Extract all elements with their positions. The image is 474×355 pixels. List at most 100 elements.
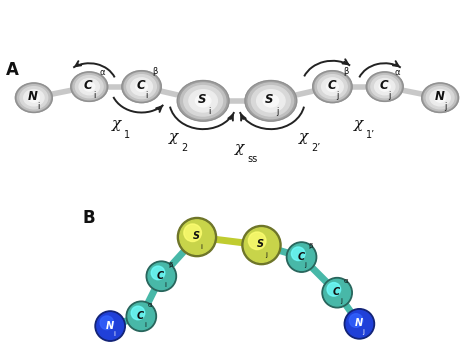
Circle shape [242,225,281,264]
Ellipse shape [366,72,403,102]
Text: i: i [93,91,95,100]
Text: i: i [37,102,40,111]
Ellipse shape [177,81,229,121]
Text: N: N [355,318,363,328]
Ellipse shape [136,82,147,92]
Text: j: j [444,102,446,111]
Circle shape [324,279,350,306]
Ellipse shape [75,76,103,98]
Text: N: N [434,91,444,104]
Text: C: C [157,271,164,281]
Text: C: C [333,287,340,297]
Circle shape [177,218,217,257]
Text: i: i [164,282,166,288]
Text: i: i [146,92,148,100]
Ellipse shape [79,78,100,95]
Ellipse shape [422,83,459,113]
Circle shape [349,314,363,327]
Text: β: β [168,262,173,268]
Text: N: N [105,321,113,331]
Text: χ: χ [354,117,363,131]
Text: j: j [363,329,365,335]
Ellipse shape [430,89,450,106]
Text: β: β [309,243,313,249]
Text: ss: ss [247,154,258,164]
Ellipse shape [371,76,399,98]
Text: χ: χ [299,130,308,144]
Ellipse shape [435,93,446,102]
Text: B: B [82,209,95,228]
Ellipse shape [379,82,390,91]
Text: j: j [337,92,339,100]
Text: α: α [148,302,153,308]
Circle shape [346,311,373,337]
Circle shape [344,309,374,339]
Ellipse shape [28,93,39,102]
Text: A: A [6,61,19,79]
Ellipse shape [127,75,156,99]
Text: i: i [113,331,115,337]
Text: C: C [137,311,144,321]
Circle shape [180,220,214,254]
Circle shape [131,306,145,320]
Ellipse shape [263,95,279,107]
Ellipse shape [426,87,454,109]
Text: β: β [343,67,348,76]
Ellipse shape [424,85,456,111]
Text: α: α [344,278,348,284]
Ellipse shape [315,72,350,101]
Text: χ: χ [235,141,245,155]
Circle shape [151,266,165,280]
Text: α: α [100,68,105,77]
Text: i: i [201,244,203,250]
Circle shape [100,316,114,329]
Text: N: N [28,91,38,104]
Text: j: j [276,107,278,116]
Ellipse shape [15,83,52,113]
Text: C: C [297,252,304,262]
Ellipse shape [71,72,108,102]
Circle shape [148,263,174,290]
Ellipse shape [124,72,159,101]
Circle shape [244,228,279,262]
Text: S: S [198,93,206,106]
Ellipse shape [84,82,95,91]
Circle shape [146,261,176,291]
Ellipse shape [248,83,293,119]
Ellipse shape [245,81,297,121]
Ellipse shape [368,73,401,100]
Text: j: j [265,252,267,258]
Circle shape [248,232,266,250]
Ellipse shape [18,85,50,111]
Ellipse shape [189,90,218,112]
Ellipse shape [131,78,153,95]
Circle shape [184,224,201,241]
Circle shape [128,303,155,329]
Text: j: j [340,298,342,304]
Text: 2’: 2’ [311,143,320,153]
Ellipse shape [321,78,343,95]
Text: C: C [327,80,336,92]
Circle shape [288,244,315,271]
Circle shape [126,301,156,332]
Text: α: α [395,68,401,77]
Text: 2: 2 [182,143,188,153]
Text: i: i [208,107,210,116]
Text: C: C [84,80,92,92]
Circle shape [322,278,352,308]
Ellipse shape [122,71,161,103]
Ellipse shape [181,83,226,119]
Text: S: S [257,240,264,250]
Text: C: C [380,80,388,92]
Text: S: S [265,93,274,106]
Text: i: i [145,322,146,328]
Text: χ: χ [112,117,121,131]
Ellipse shape [313,71,352,103]
Ellipse shape [24,89,44,106]
Text: χ: χ [169,130,179,144]
Text: C: C [137,80,145,92]
Circle shape [327,283,341,296]
Circle shape [95,311,125,341]
Ellipse shape [184,86,222,116]
Circle shape [97,313,123,339]
